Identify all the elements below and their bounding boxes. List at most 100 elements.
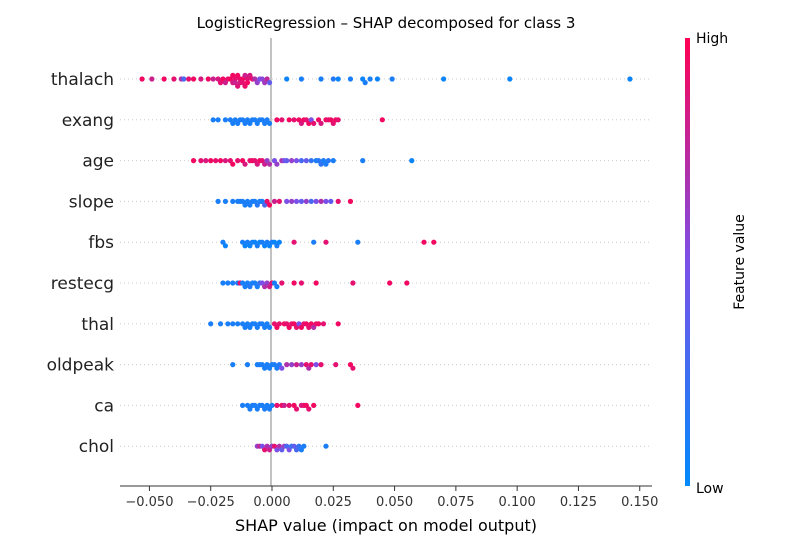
point-slope xyxy=(335,198,341,204)
point-thal xyxy=(276,321,282,327)
point-age xyxy=(303,158,309,164)
point-thalach xyxy=(507,76,513,82)
point-chol xyxy=(323,443,329,449)
point-thalach xyxy=(389,76,395,82)
x-axis-label: SHAP value (impact on model output) xyxy=(235,516,537,535)
point-thal xyxy=(335,321,341,327)
x-tick-label: 0.025 xyxy=(315,495,352,510)
point-exang xyxy=(274,117,280,123)
point-thalach xyxy=(139,76,145,82)
colorbar-low-label: Low xyxy=(696,481,724,497)
point-oldpeak xyxy=(284,362,290,368)
point-age xyxy=(284,158,290,164)
point-age xyxy=(235,158,241,164)
point-age xyxy=(203,158,209,164)
point-slope xyxy=(328,198,334,204)
point-ca xyxy=(239,402,246,408)
point-oldpeak xyxy=(279,365,285,371)
point-age xyxy=(308,158,314,164)
point-exang xyxy=(210,117,216,123)
point-thalach xyxy=(205,76,211,82)
point-slope xyxy=(215,198,221,204)
feature-label-slope: slope xyxy=(69,192,114,212)
x-ticks: −0.050 −0.025 0.000 0.025 0.050 0.075 0.100 0.1… xyxy=(125,486,658,510)
x-tick-label: −0.050 xyxy=(125,495,173,510)
point-age xyxy=(217,158,224,164)
point-age xyxy=(222,158,229,164)
point-age xyxy=(409,158,415,164)
point-slope xyxy=(276,198,282,204)
point-ca xyxy=(274,402,280,408)
point-fbs xyxy=(222,243,229,249)
feature-labels: thalach exang age slope fbs restecg thal oldpea… xyxy=(47,70,115,457)
point-age xyxy=(190,158,197,164)
point-oldpeak xyxy=(308,362,314,368)
feature-label-thalach: thalach xyxy=(51,70,114,90)
point-age xyxy=(242,161,248,167)
feature-label-exang: exang xyxy=(62,111,114,131)
point-oldpeak xyxy=(230,362,236,368)
feature-label-ca: ca xyxy=(94,396,114,416)
point-ca xyxy=(286,402,292,408)
point-thalach xyxy=(149,76,155,82)
point-age xyxy=(274,161,280,167)
point-age xyxy=(325,158,331,164)
point-thal xyxy=(230,321,236,327)
point-fbs xyxy=(355,239,361,245)
point-restecg xyxy=(298,280,305,286)
point-thalach xyxy=(330,76,336,82)
colorbar xyxy=(685,38,690,486)
point-slope xyxy=(347,198,354,204)
colorbar-label: Feature value xyxy=(732,214,748,310)
point-thalach xyxy=(186,76,192,82)
feature-label-fbs: fbs xyxy=(88,233,114,253)
point-thalach xyxy=(318,76,324,82)
point-thalach xyxy=(190,76,197,82)
point-slope xyxy=(308,198,314,204)
point-thalach xyxy=(335,76,341,82)
point-ca xyxy=(269,402,275,408)
point-age xyxy=(360,158,366,164)
row-guides xyxy=(120,78,652,447)
point-fbs xyxy=(291,239,297,245)
point-thalach xyxy=(374,76,381,82)
point-slope xyxy=(313,198,319,204)
point-slope xyxy=(266,202,273,208)
point-slope xyxy=(222,198,229,204)
point-slope xyxy=(303,198,309,204)
point-fbs xyxy=(311,239,317,245)
point-age xyxy=(208,158,214,164)
x-tick-label: 0.150 xyxy=(621,495,658,510)
point-thal xyxy=(315,321,322,327)
point-exang xyxy=(379,117,385,123)
point-exang xyxy=(318,120,324,126)
point-restecg xyxy=(387,280,393,286)
point-thalach xyxy=(627,76,633,82)
point-fbs xyxy=(323,239,329,245)
point-fbs xyxy=(276,239,282,245)
point-thalach xyxy=(161,76,167,82)
point-restecg xyxy=(225,280,231,286)
point-restecg xyxy=(291,280,297,286)
point-thalach xyxy=(284,76,290,82)
point-age xyxy=(266,161,273,167)
point-exang xyxy=(279,117,285,123)
point-oldpeak xyxy=(350,365,356,371)
point-thal xyxy=(225,321,231,327)
point-exang xyxy=(311,120,317,126)
point-oldpeak xyxy=(313,362,319,368)
point-slope xyxy=(298,198,305,204)
point-exang xyxy=(335,117,341,123)
point-ca xyxy=(306,406,312,412)
point-restecg xyxy=(350,280,356,286)
x-tick-label: 0.000 xyxy=(253,495,290,510)
point-oldpeak xyxy=(318,362,324,368)
point-age xyxy=(198,158,204,164)
point-age xyxy=(213,158,219,164)
points-layer xyxy=(139,72,633,453)
point-slope xyxy=(271,198,278,204)
point-thalach xyxy=(441,76,447,82)
point-slope xyxy=(289,198,295,204)
x-tick-label: 0.075 xyxy=(437,495,474,510)
